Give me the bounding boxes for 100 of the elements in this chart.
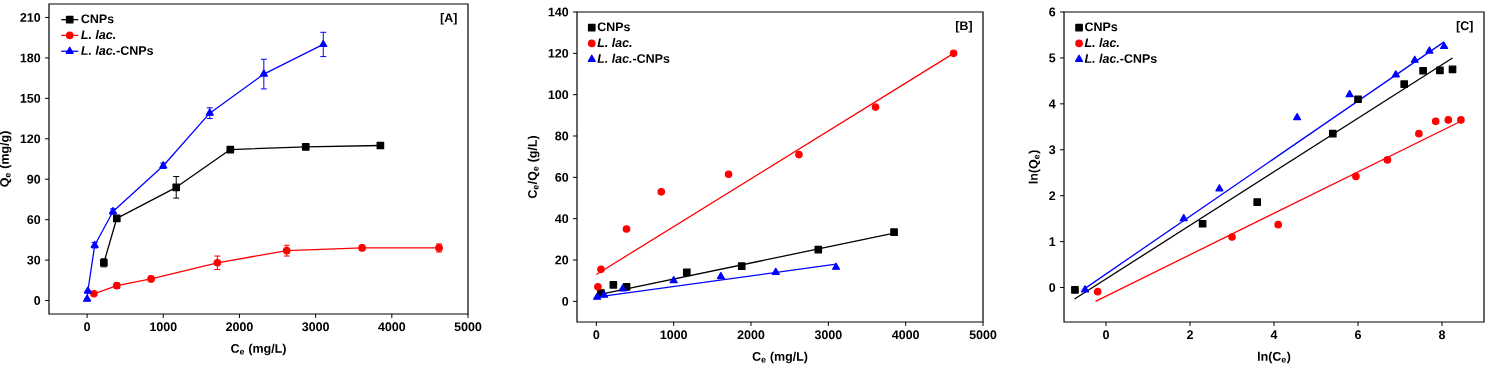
annotation: [B] bbox=[955, 20, 972, 33]
point bbox=[724, 170, 733, 179]
x-tick-label: 3000 bbox=[814, 330, 842, 340]
point bbox=[1383, 156, 1392, 164]
point bbox=[594, 283, 602, 291]
y-tick-label: 100 bbox=[548, 90, 569, 100]
x-tick-label: 1000 bbox=[660, 330, 688, 340]
point bbox=[618, 284, 627, 292]
point bbox=[1415, 129, 1423, 138]
y-tick-label: 2 bbox=[1049, 191, 1056, 201]
point bbox=[949, 49, 958, 58]
point bbox=[1354, 95, 1362, 104]
point bbox=[814, 245, 823, 254]
annotation: [C] bbox=[1456, 20, 1473, 33]
x-tick-label: 3000 bbox=[302, 322, 329, 332]
x-tick-label: 0 bbox=[1103, 330, 1109, 340]
y-axis-title: C$_{e}$/Q$_{e}$ (g/L) bbox=[527, 135, 540, 199]
point bbox=[1410, 55, 1419, 63]
point bbox=[622, 225, 631, 233]
y-tick-label: 210 bbox=[20, 13, 41, 22]
x-tick-label: 2000 bbox=[226, 322, 253, 332]
point bbox=[1431, 117, 1440, 126]
point bbox=[1071, 286, 1079, 294]
point bbox=[1080, 285, 1090, 293]
point bbox=[716, 271, 725, 280]
y-tick-label: 0 bbox=[562, 296, 569, 306]
x-axis-title: C$_{e}$ (mg/L) bbox=[752, 351, 808, 364]
point bbox=[1198, 219, 1207, 228]
y-tick-label: 5 bbox=[1049, 53, 1056, 63]
point bbox=[1328, 129, 1337, 138]
y-tick-label: 20 bbox=[555, 255, 569, 265]
point bbox=[376, 141, 385, 150]
x-tick-label: 4 bbox=[1270, 330, 1278, 339]
point bbox=[1293, 112, 1302, 121]
x-tick-label: 4000 bbox=[378, 322, 406, 332]
x-tick-label: 4000 bbox=[892, 330, 920, 340]
point bbox=[1400, 80, 1409, 88]
y-tick-label: 140 bbox=[548, 7, 569, 17]
point bbox=[1228, 233, 1236, 241]
point bbox=[1457, 116, 1465, 124]
point bbox=[609, 280, 618, 289]
y-tick-label: 120 bbox=[20, 134, 41, 144]
x-tick-label: 6 bbox=[1355, 330, 1362, 340]
point bbox=[597, 265, 605, 274]
y-axis-title: Q$_{e}$ (mg/g) bbox=[0, 131, 12, 187]
annotation: [A] bbox=[440, 12, 457, 25]
x-tick-label: 2000 bbox=[737, 330, 765, 340]
x-tick-label: 5000 bbox=[454, 322, 482, 332]
legend-label: L. lac. bbox=[1084, 37, 1119, 48]
x-tick-label: 0 bbox=[84, 322, 91, 332]
point bbox=[1444, 116, 1453, 124]
point bbox=[319, 39, 328, 48]
y-tick-label: 0 bbox=[1049, 283, 1056, 292]
x-tick-label: 1000 bbox=[150, 322, 177, 332]
y-tick-label: 60 bbox=[555, 172, 569, 182]
x-tick-label: 8 bbox=[1438, 330, 1446, 340]
point bbox=[90, 289, 98, 298]
y-tick-label: 150 bbox=[20, 93, 41, 103]
point bbox=[1093, 287, 1102, 296]
point bbox=[172, 183, 181, 192]
point bbox=[213, 258, 222, 267]
legend-label: L. lac.-CNPs bbox=[597, 53, 670, 63]
x-axis-title: C$_{e}$ (mg/L) bbox=[231, 343, 286, 356]
y-tick-label: 6 bbox=[1049, 7, 1056, 17]
point bbox=[599, 290, 609, 298]
legend-label: CNPs bbox=[597, 22, 630, 32]
y-tick-label: 1 bbox=[1049, 237, 1056, 246]
y-tick-label: 4 bbox=[1048, 99, 1056, 109]
point bbox=[771, 267, 780, 276]
point bbox=[83, 286, 92, 294]
point bbox=[1440, 41, 1449, 50]
point bbox=[1436, 66, 1444, 75]
point bbox=[831, 262, 841, 270]
x-tick-label: 5000 bbox=[969, 330, 997, 340]
x-tick-label: 0 bbox=[593, 330, 600, 340]
point bbox=[1352, 172, 1360, 181]
point bbox=[112, 214, 121, 223]
point bbox=[259, 69, 268, 77]
legend-label: CNPs bbox=[1085, 22, 1118, 32]
point bbox=[890, 228, 898, 236]
legend-label: L. lac. bbox=[597, 37, 632, 48]
y-tick-label: 0 bbox=[34, 296, 41, 305]
point bbox=[226, 145, 235, 154]
legend-label: L. lac. bbox=[81, 29, 116, 40]
x-tick-label: 2 bbox=[1186, 330, 1193, 340]
y-tick-label: 180 bbox=[20, 53, 41, 63]
y-axis-title: ln(Q$_{e}$) bbox=[1028, 150, 1041, 184]
legend-label: L. lac.-CNPs bbox=[1084, 53, 1157, 63]
point bbox=[1215, 184, 1224, 192]
y-tick-label: 90 bbox=[27, 174, 41, 184]
point bbox=[871, 103, 880, 111]
point bbox=[205, 108, 214, 116]
point bbox=[301, 143, 310, 151]
legend-label: L. lac.-CNPs bbox=[81, 45, 154, 55]
point bbox=[1274, 220, 1283, 229]
y-tick-label: 30 bbox=[27, 255, 41, 265]
point bbox=[795, 150, 803, 159]
point bbox=[737, 262, 746, 271]
point bbox=[1425, 46, 1434, 54]
y-tick-label: 3 bbox=[1049, 145, 1056, 155]
